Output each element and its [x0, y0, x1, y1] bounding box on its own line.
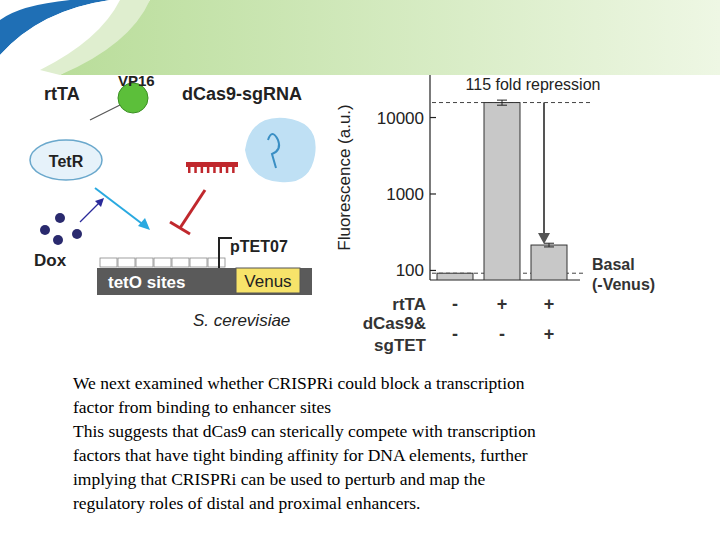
error-stem: [549, 243, 550, 247]
error-bar: [544, 243, 554, 247]
teto-site: [136, 258, 153, 267]
caption-line: factor from binding to enhancer sites: [73, 397, 331, 417]
sgrna-base: [226, 167, 229, 173]
slide: rtTA VP16 TetR dCas9-sgRNA Dox tetO sites Venu…: [0, 0, 720, 540]
y-tick: [430, 270, 436, 271]
figure-panel: [25, 75, 665, 360]
annotation: (-Venus): [592, 276, 655, 293]
label: pTET07: [230, 238, 288, 255]
y-tick-label: 100: [396, 261, 424, 280]
arrowhead: [138, 218, 150, 230]
inhibition: [180, 190, 205, 228]
dox-molecule: [53, 235, 63, 245]
sgrna-base: [194, 167, 197, 173]
error-stem: [502, 100, 503, 105]
teto-site: [118, 258, 135, 267]
condition-label: dCas9&: [363, 314, 426, 333]
error-cap: [544, 246, 554, 247]
condition-value: -: [452, 294, 458, 314]
teto-site: [154, 258, 171, 267]
teto-site: [100, 258, 117, 267]
caption: We next examined whether CRISPRi could b…: [73, 373, 536, 513]
error-cap: [497, 100, 507, 101]
condition-value: +: [544, 294, 555, 314]
caption-line: This suggests that dCas9 can sterically …: [73, 421, 536, 441]
caption-line: factors that have tight binding affinity…: [73, 445, 528, 465]
dna: [97, 268, 312, 295]
activation: [95, 188, 145, 226]
sgrna-base: [201, 167, 204, 173]
caption-line: implying that CRISPRi can be used to per…: [73, 469, 485, 489]
inhibition-bar: [170, 222, 190, 234]
teto-site: [172, 258, 189, 267]
condition-label: rtTA: [392, 295, 426, 314]
sgrna-base: [213, 167, 216, 173]
caption-line: regulatory roles of distal and proximal …: [73, 493, 420, 513]
y-tick-label: 1000: [386, 185, 424, 204]
venus-gene: [236, 268, 300, 293]
swirl-white: [0, 0, 120, 75]
background: [0, 0, 720, 540]
label: Venus: [244, 272, 291, 291]
bar: [531, 245, 567, 280]
tetr-domain: [30, 140, 102, 180]
arrowhead: [95, 198, 104, 207]
dox-molecule: [40, 225, 50, 235]
bar: [437, 273, 473, 280]
dox-molecule: [55, 213, 65, 223]
label: Dox: [34, 251, 67, 270]
sgrna-base: [232, 167, 235, 173]
condition-value: +: [497, 294, 508, 314]
condition-value: +: [544, 324, 555, 344]
bar: [484, 103, 520, 280]
teto-site: [208, 258, 225, 267]
error-cap: [544, 243, 554, 244]
sgrna-base: [207, 167, 210, 173]
label: S. cerevisiae: [193, 311, 290, 330]
annotation: 115 fold repression: [466, 76, 601, 93]
condition-label: sgTET: [374, 336, 427, 355]
chart: 100 1000 10000 Fluorescence (a.u.) 115 fold …: [335, 75, 655, 355]
condition-value: -: [499, 324, 505, 344]
label: tetO sites: [108, 273, 185, 292]
sgrna-base: [220, 167, 223, 173]
y-tick: [430, 117, 436, 118]
y-tick: [430, 193, 436, 194]
error-cap: [497, 105, 507, 106]
y-axis: [429, 75, 430, 280]
sgrna-guide: [186, 162, 238, 167]
diagram: rtTA VP16 TetR dCas9-sgRNA Dox tetO sites Venu…: [30, 72, 316, 330]
dox-molecule: [72, 229, 82, 239]
dox-arrow: [80, 202, 100, 222]
label: VP16: [118, 72, 155, 89]
sgrna-base: [188, 167, 191, 173]
repression-arrow: [543, 103, 545, 237]
marks: [430, 100, 590, 280]
error-bar: [497, 100, 507, 105]
label: dCas9-sgRNA: [182, 84, 302, 104]
annotation: Basal: [592, 256, 635, 273]
teto-site: [190, 258, 207, 267]
label: rtTA: [44, 84, 80, 104]
caption-line: We next examined whether CRISPRi could b…: [73, 373, 525, 393]
label: TetR: [49, 153, 84, 170]
y-axis-label: Fluorescence (a.u.): [335, 104, 354, 250]
sgrna-loop: [268, 134, 279, 168]
arrowhead: [538, 233, 550, 244]
top-band: [60, 0, 720, 75]
condition-value: -: [452, 324, 458, 344]
y-tick-label: 10000: [377, 109, 424, 128]
connector: [90, 105, 120, 120]
dcas9-shape: [245, 118, 316, 183]
